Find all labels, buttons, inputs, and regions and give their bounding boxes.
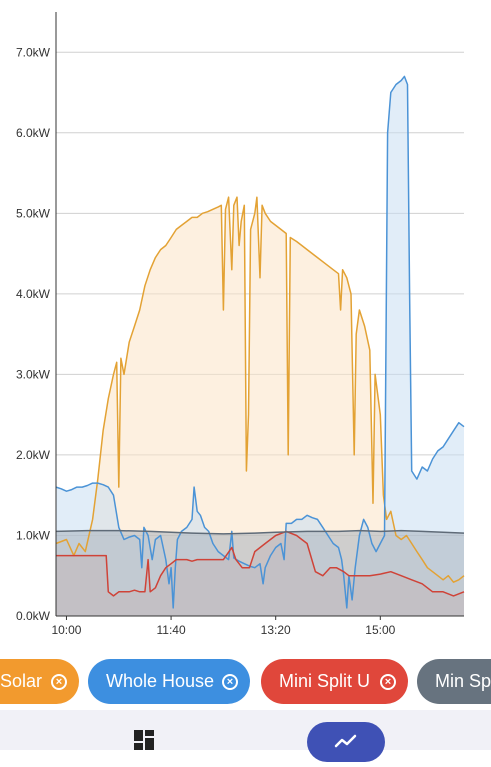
area-min-split: [56, 530, 464, 616]
energy-chart: 0.0kW 1.0kW 2.0kW 3.0kW 4.0kW 5.0kW 6.0kW 7.0kW…: [16, 12, 465, 637]
legend-chips: Solar × Whole House × Mini Split U × Min Split: [0, 659, 491, 705]
y-tick-label: 2.0kW: [16, 448, 51, 462]
line-min-split: [55, 529, 465, 535]
bottom-nav-bar: [0, 710, 491, 750]
y-tick-label: 4.0kW: [16, 287, 51, 301]
history-tab-button[interactable]: [307, 722, 385, 762]
y-tick-label: 3.0kW: [16, 367, 51, 381]
close-icon[interactable]: ×: [222, 673, 238, 690]
chip-min-split[interactable]: Min Split: [417, 659, 491, 704]
y-tick-label: 0.0kW: [16, 609, 51, 623]
chip-label: Min Split: [435, 671, 491, 691]
area-solar: [56, 197, 464, 616]
x-tick-label: 10:00: [51, 623, 81, 637]
chip-solar[interactable]: Solar ×: [0, 659, 79, 704]
y-tick-label: 7.0kW: [16, 45, 51, 59]
close-icon[interactable]: ×: [380, 673, 396, 690]
trend-line-icon: [334, 734, 357, 748]
chip-mini-split-u[interactable]: Mini Split U ×: [261, 659, 408, 704]
x-tick-label: 13:20: [261, 623, 291, 637]
chip-label: Solar: [0, 671, 43, 691]
chip-label: Mini Split U: [279, 671, 371, 691]
line-mini-split-u: [56, 530, 465, 597]
close-icon[interactable]: ×: [51, 673, 67, 690]
chip-whole-house[interactable]: Whole House ×: [88, 659, 250, 704]
y-tick-label: 5.0kW: [16, 206, 51, 220]
x-tick-label: 11:40: [157, 623, 186, 637]
x-tick-label: 15:00: [365, 623, 395, 637]
dashboard-icon[interactable]: [134, 730, 156, 750]
y-tick-label: 1.0kW: [16, 528, 51, 542]
line-whole-house: [55, 75, 465, 609]
chip-label: Whole House: [106, 671, 215, 691]
y-tick-label: 6.0kW: [16, 126, 51, 140]
